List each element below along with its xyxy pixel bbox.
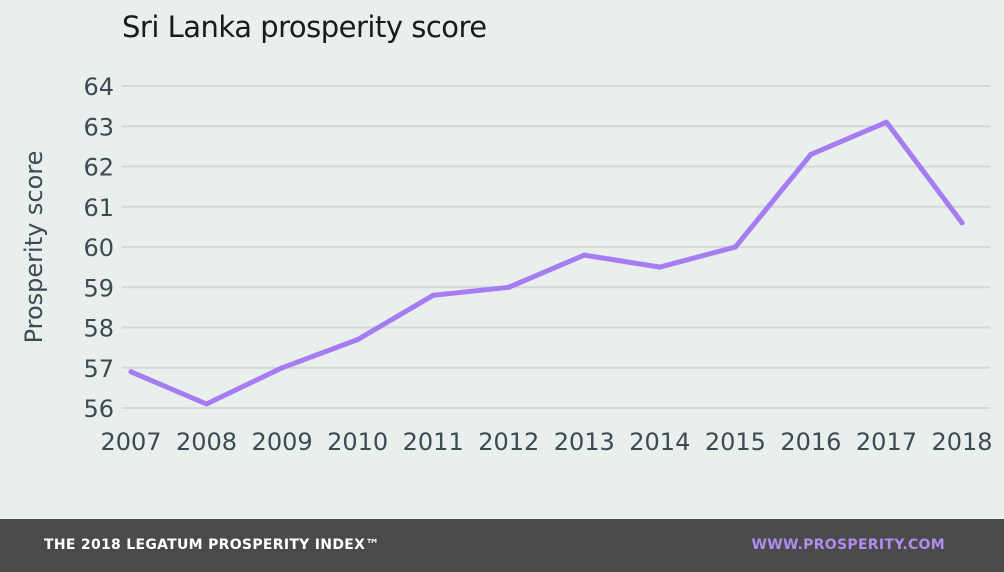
data-point: [959, 220, 965, 226]
data-point: [430, 292, 436, 298]
data-point: [128, 369, 134, 375]
y-tick-label: 63: [83, 113, 114, 141]
y-tick-label: 58: [83, 315, 114, 343]
gridlines: [122, 85, 990, 409]
y-axis-label: Prosperity score: [20, 151, 48, 344]
chart-title: Sri Lanka prosperity score: [122, 10, 487, 44]
y-tick-label: 59: [83, 274, 114, 302]
data-point: [355, 337, 361, 343]
data-point: [657, 264, 663, 270]
x-tick-label: 2016: [780, 428, 841, 456]
data-point: [506, 284, 512, 290]
x-tick-label: 2010: [327, 428, 388, 456]
data-point: [808, 151, 814, 157]
footer-bar: THE 2018 LEGATUM PROSPERITY INDEX™ WWW.P…: [0, 519, 1004, 572]
y-tick-label: 60: [83, 234, 114, 262]
x-tick-label: 2007: [100, 428, 161, 456]
y-tick-label: 61: [83, 194, 114, 222]
data-point: [204, 401, 210, 407]
x-tick-label: 2014: [629, 428, 690, 456]
y-tick-label: 64: [83, 73, 114, 101]
x-tick-label: 2009: [252, 428, 313, 456]
y-tick-label: 57: [83, 355, 114, 383]
x-tick-label: 2017: [856, 428, 917, 456]
x-tick-label: 2008: [176, 428, 237, 456]
y-tick-labels: 56 57 58 59 60 61 62 63 64: [83, 73, 114, 423]
x-tick-labels: 2007 2008 2009 2010 2011 2012 2013 2014 2015 2016…: [100, 428, 992, 456]
x-tick-label: 2011: [403, 428, 464, 456]
x-tick-label: 2012: [478, 428, 539, 456]
y-tick-label: 62: [83, 154, 114, 182]
data-point: [883, 119, 889, 125]
footer-url-link[interactable]: WWW.PROSPERITY.COM: [751, 537, 945, 553]
series-line: [128, 119, 965, 407]
data-point: [581, 252, 587, 258]
footer-brand: THE 2018 LEGATUM PROSPERITY INDEX™: [44, 537, 380, 553]
x-tick-label: 2018: [931, 428, 992, 456]
x-tick-label: 2013: [554, 428, 615, 456]
x-tick-label: 2015: [705, 428, 766, 456]
data-point: [279, 365, 285, 371]
series: [128, 119, 965, 407]
y-tick-label: 56: [83, 395, 114, 423]
data-point: [732, 244, 738, 250]
